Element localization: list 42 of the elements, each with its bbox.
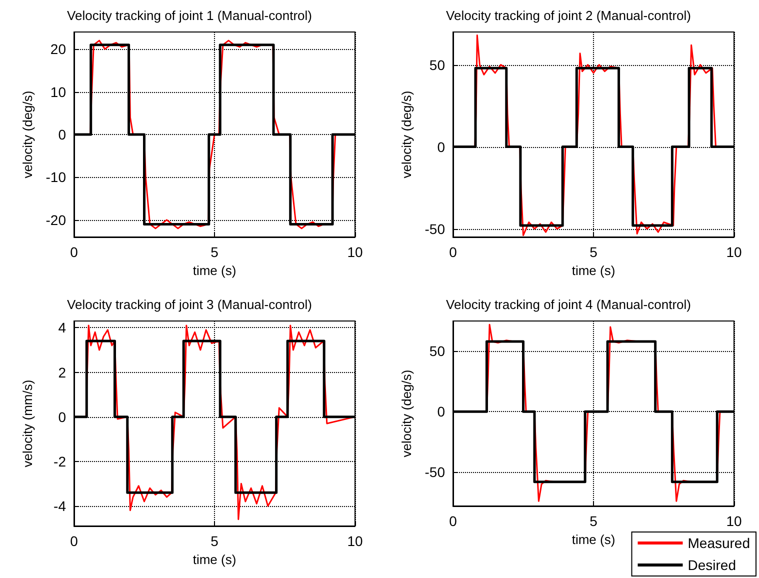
y-tick-label: 0 — [437, 138, 446, 155]
y-tick-label: 10 — [50, 84, 66, 100]
y-axis-title: velocity (deg/s) — [20, 90, 35, 178]
y-tick-label: 20 — [50, 41, 66, 58]
x-tick-label: 5 — [210, 533, 219, 549]
y-tick-label: -50 — [424, 220, 446, 237]
y-tick-label: -10 — [46, 169, 66, 186]
y-axis-title: velocity (deg/s) — [399, 370, 414, 458]
x-tick-label: 10 — [347, 244, 363, 260]
x-axis-title: time (s) — [572, 262, 616, 278]
y-tick-label: 2 — [58, 364, 66, 380]
x-tick-label: 10 — [726, 513, 742, 529]
y-axis-title: velocity (mm/s) — [20, 380, 35, 468]
x-tick-label: 10 — [347, 533, 363, 549]
x-tick-label: 5 — [210, 244, 219, 260]
x-axis-title: time (s) — [192, 552, 236, 567]
y-tick-label: -4 — [54, 498, 66, 514]
chart-title: Velocity tracking of joint 3 (Manual-control) — [67, 297, 312, 312]
legend-label: Desired — [688, 557, 736, 573]
x-tick-label: 5 — [590, 244, 598, 260]
x-axis-title: time (s) — [572, 532, 616, 547]
y-axis-title: velocity (deg/s) — [399, 90, 414, 178]
y-tick-label: 0 — [58, 126, 66, 142]
legend-label: Measured — [688, 535, 750, 551]
y-tick-label: 0 — [58, 408, 66, 425]
chart-title: Velocity tracking of joint 4 (Manual-control) — [446, 297, 691, 312]
y-tick-label: 4 — [58, 320, 66, 336]
y-tick-label: 0 — [437, 404, 446, 420]
x-tick-label: 0 — [70, 533, 78, 549]
y-tick-label: -2 — [54, 453, 66, 470]
x-tick-label: 0 — [70, 244, 78, 260]
x-tick-label: 10 — [726, 244, 742, 260]
x-tick-label: 5 — [590, 513, 598, 529]
y-tick-label: 50 — [429, 56, 446, 73]
chart-title: Velocity tracking of joint 1 (Manual-control) — [67, 8, 312, 23]
x-tick-label: 0 — [449, 244, 458, 260]
chart-title: Velocity tracking of joint 2 (Manual-control) — [446, 8, 691, 23]
x-axis-title: time (s) — [192, 262, 236, 278]
y-tick-label: -20 — [46, 212, 66, 228]
x-tick-label: 0 — [449, 513, 458, 529]
y-tick-label: -50 — [424, 464, 446, 480]
y-tick-label: 50 — [429, 343, 446, 360]
